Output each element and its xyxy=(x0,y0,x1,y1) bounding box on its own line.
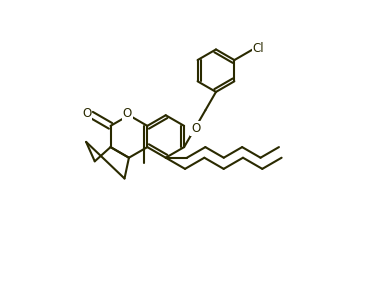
Text: Cl: Cl xyxy=(252,42,264,55)
Text: O: O xyxy=(191,122,200,135)
Text: O: O xyxy=(82,107,91,120)
Text: O: O xyxy=(123,107,132,120)
